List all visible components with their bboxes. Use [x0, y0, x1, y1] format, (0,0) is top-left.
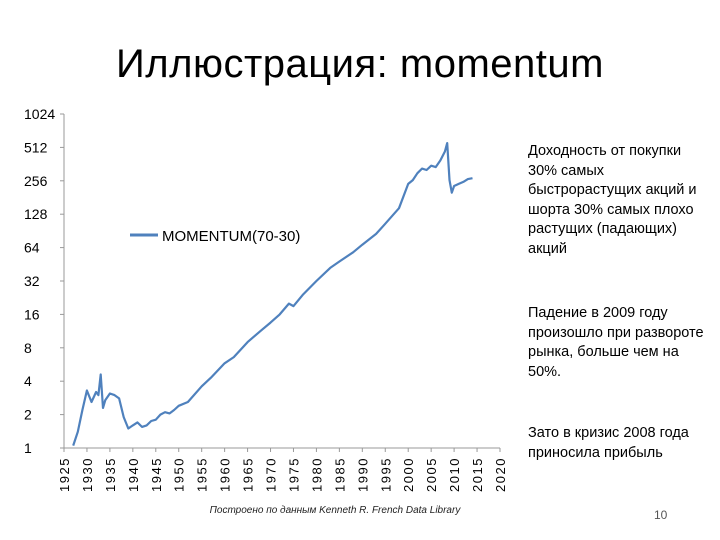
- y-tick-label: 4: [24, 373, 32, 389]
- chart-svg: 1 2 4 8 16 32 64 128 256 512 1024 1925 1930 1935 1940…: [24, 106, 508, 492]
- y-tick-label: 1: [24, 440, 32, 456]
- bullet-momentum-definition: Доходность от покупки 30% самых быстрора…: [528, 143, 697, 257]
- x-tick-label: 1980: [309, 457, 324, 492]
- y-tick-label: 256: [24, 173, 48, 189]
- y-tick-label: 512: [24, 139, 48, 155]
- x-tick-label: 1995: [378, 457, 393, 492]
- series-line-momentum: [72, 141, 473, 446]
- x-tick-label: 1930: [80, 457, 95, 492]
- bullet-2009-crash: Падение в 2009 году произошло при развор…: [528, 305, 704, 380]
- x-tick-label: 1945: [149, 457, 164, 492]
- legend-label: MOMENTUM(70-30): [162, 228, 300, 245]
- x-tick-label: 1975: [286, 457, 301, 492]
- x-tick-label: 1950: [172, 457, 187, 492]
- x-tick-label: 2015: [470, 457, 485, 492]
- x-tick-label: 2005: [424, 457, 439, 492]
- slide-title: Иллюстрация: momentum: [116, 42, 604, 86]
- x-tick-label: 1970: [264, 457, 279, 492]
- x-tick-label: 1985: [332, 457, 347, 492]
- x-tick-label: 2020: [493, 457, 508, 492]
- x-tick-label: 1935: [103, 457, 118, 492]
- page-number: 10: [654, 508, 668, 522]
- bullet-2008-profit: Зато в кризис 2008 года приносила прибыл…: [528, 425, 689, 461]
- x-tick-label: 1990: [355, 457, 370, 492]
- x-tick-label: 1925: [57, 457, 72, 492]
- y-tick-label: 64: [24, 240, 40, 256]
- x-tick-label: 2000: [401, 457, 416, 492]
- y-tick-label: 32: [24, 273, 40, 289]
- y-tick-label: 1024: [24, 106, 55, 122]
- y-tick-label: 16: [24, 306, 40, 322]
- x-tick-label: 1965: [241, 457, 256, 492]
- y-tick-label: 8: [24, 340, 32, 356]
- y-axis-ticks: 1 2 4 8 16 32 64 128 256 512 1024: [24, 106, 64, 456]
- x-tick-label: 2010: [447, 457, 462, 492]
- y-tick-label: 128: [24, 206, 48, 222]
- y-tick-label: 2: [24, 407, 32, 423]
- x-tick-label: 1940: [126, 457, 141, 492]
- x-tick-label: 1955: [195, 457, 210, 492]
- x-tick-label: 1960: [218, 457, 233, 492]
- chart-legend: MOMENTUM(70-30): [130, 228, 300, 245]
- data-source-credit: Построено по данным Kenneth R. French Da…: [209, 505, 461, 516]
- momentum-chart: 1 2 4 8 16 32 64 128 256 512 1024 1925 1930 1935 1940…: [20, 100, 520, 500]
- x-axis-ticks: 1925 1930 1935 1940 1945 1950 1955 1960 1965 1970…: [57, 448, 508, 492]
